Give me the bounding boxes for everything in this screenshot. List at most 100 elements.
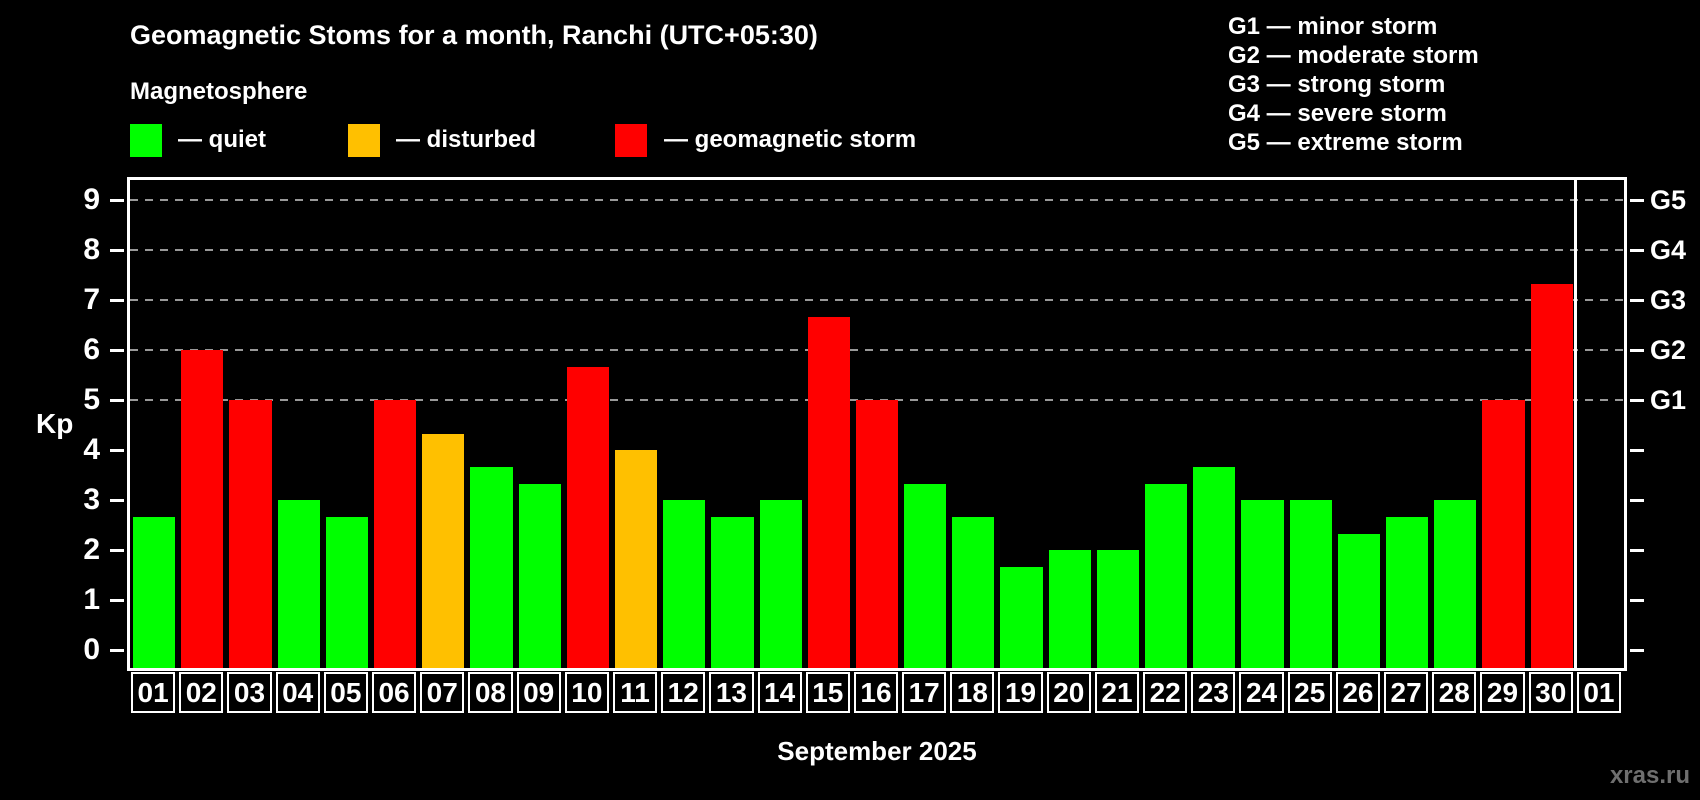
g-legend-line: G1 — minor storm (1228, 13, 1438, 40)
day-label-08: 08 (468, 672, 513, 713)
g-legend-line: G5 — extreme storm (1228, 129, 1463, 156)
day-label-02: 02 (179, 672, 224, 713)
day-label-22: 22 (1143, 672, 1188, 713)
gridline-kp9 (130, 199, 1624, 201)
day-label-07: 07 (420, 672, 465, 713)
left-tick-kp2 (110, 548, 124, 552)
day-label-13: 13 (709, 672, 754, 713)
day-label-12: 12 (661, 672, 706, 713)
kp-bar-day-20 (1048, 550, 1091, 668)
kp-bar-day-29 (1482, 400, 1525, 668)
g-level-label-G2: G2 (1650, 335, 1687, 365)
right-tick-kp5 (1630, 398, 1644, 402)
right-tick-kp3 (1630, 498, 1644, 502)
kp-bar-day-25 (1289, 500, 1332, 668)
kp-bar-day-09 (518, 483, 561, 668)
y-axis-title: Kp (36, 408, 74, 439)
left-tick-kp1 (110, 598, 124, 602)
day-label-04: 04 (275, 672, 320, 713)
day-label-24: 24 (1239, 672, 1284, 713)
kp-bar-day-24 (1241, 500, 1284, 668)
day-label-06: 06 (371, 672, 417, 713)
gridline-kp7 (130, 299, 1624, 301)
kp-bar-day-26 (1337, 533, 1381, 668)
kp-bar-day-22 (1145, 483, 1188, 668)
gridline-kp8 (130, 249, 1624, 251)
kp-bar-day-01 (133, 516, 176, 668)
right-tick-kp4 (1630, 448, 1644, 452)
g-scale-legend: G1 — minor storm G2 — moderate storm G3 — … (1228, 12, 1479, 157)
day-label-26: 26 (1335, 672, 1381, 713)
x-axis-title: September 2025 (777, 736, 977, 766)
kp-bar-day-12 (663, 500, 706, 668)
right-tick-kp0 (1630, 648, 1644, 652)
kp-bar-day-18 (952, 516, 995, 668)
day-label-15: 15 (805, 672, 850, 713)
g-legend-line: G3 — strong storm (1228, 71, 1446, 98)
right-tick-kp8 (1630, 248, 1644, 252)
kp-bar-day-14 (759, 500, 802, 668)
day-label-19: 19 (998, 672, 1043, 713)
day-label-14: 14 (757, 672, 802, 713)
y-tick-label-2: 2 (83, 533, 100, 566)
left-tick-kp5 (110, 398, 124, 402)
month-separator-line (1574, 180, 1578, 668)
right-tick-kp6 (1630, 348, 1644, 352)
kp-bar-day-28 (1434, 500, 1477, 668)
day-label-28: 28 (1432, 672, 1477, 713)
kp-bar-day-07 (422, 433, 465, 668)
kp-bar-day-08 (470, 466, 513, 668)
day-label-23: 23 (1191, 672, 1236, 713)
g-legend-line: G4 — severe storm (1228, 100, 1447, 127)
right-tick-kp2 (1630, 548, 1644, 552)
day-label-17: 17 (902, 672, 947, 713)
right-tick-kp9 (1630, 198, 1644, 202)
kp-bar-day-04 (277, 500, 320, 668)
day-label-next-01: 01 (1576, 672, 1621, 713)
y-tick-label-5: 5 (83, 383, 100, 416)
y-tick-label-3: 3 (83, 483, 100, 516)
day-label-09: 09 (516, 672, 561, 713)
left-tick-kp7 (110, 298, 124, 302)
left-tick-kp0 (110, 648, 124, 652)
kp-bar-day-15 (807, 316, 850, 668)
storm-legend-label: — geomagnetic storm (664, 126, 917, 153)
left-tick-kp6 (110, 348, 124, 352)
g-level-label-G4: G4 (1650, 235, 1687, 265)
chart-subtitle: Magnetosphere (130, 78, 308, 105)
storm-legend-swatch (615, 124, 647, 157)
day-label-27: 27 (1384, 672, 1429, 713)
kp-bar-day-16 (855, 400, 899, 668)
right-tick-kp7 (1630, 298, 1644, 302)
disturbed-legend-swatch (348, 124, 380, 157)
kp-bar-day-02 (181, 350, 224, 668)
day-label-25: 25 (1287, 672, 1332, 713)
watermark: xras.ru (1609, 762, 1690, 789)
left-tick-kp4 (110, 448, 124, 452)
kp-bar-day-10 (566, 366, 609, 668)
chart-title: Geomagnetic Stoms for a month, Ranchi (U… (130, 20, 818, 50)
day-label-01: 01 (131, 672, 176, 713)
y-tick-label-6: 6 (83, 333, 100, 366)
left-tick-kp3 (110, 498, 124, 502)
day-label-30: 30 (1528, 672, 1573, 713)
y-tick-label-7: 7 (83, 283, 100, 316)
kp-bar-day-05 (325, 516, 368, 668)
day-label-05: 05 (323, 672, 368, 713)
disturbed-legend-label: — disturbed (396, 126, 537, 153)
day-label-03: 03 (227, 672, 272, 713)
gridline-kp6 (130, 349, 1624, 351)
y-tick-label-8: 8 (83, 233, 100, 266)
y-tick-label-9: 9 (83, 183, 100, 216)
y-tick-label-4: 4 (83, 433, 100, 466)
kp-bar-day-23 (1193, 466, 1236, 668)
day-label-11: 11 (612, 672, 658, 713)
kp-bar-day-19 (1000, 566, 1043, 668)
left-tick-kp9 (110, 198, 124, 202)
kp-bar-day-13 (711, 516, 754, 668)
g-legend-line: G2 — moderate storm (1228, 42, 1479, 69)
day-label-21: 21 (1094, 672, 1140, 713)
kp-bar-day-30 (1530, 283, 1573, 668)
right-tick-kp1 (1630, 598, 1644, 602)
day-label-16: 16 (853, 672, 899, 713)
